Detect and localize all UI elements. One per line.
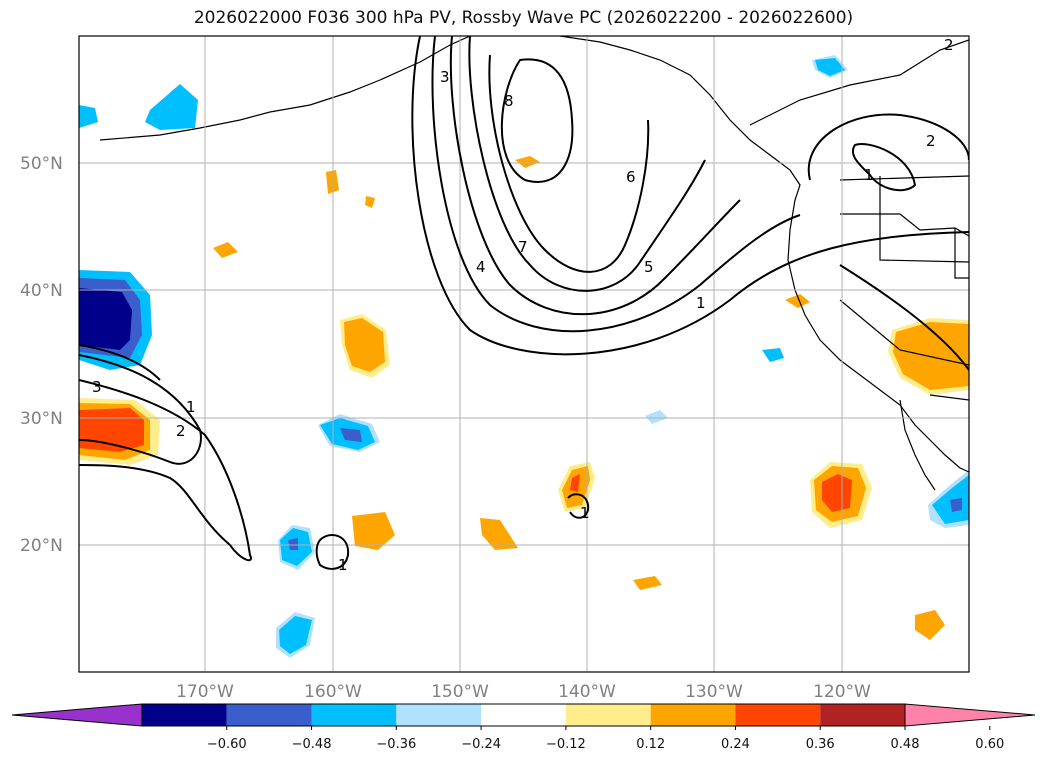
contour-label: 2 — [944, 36, 954, 54]
contour-label-group: 8 3 6 7 4 5 1 2 3 1 2 1 1 2 1 — [92, 36, 954, 574]
lat-label: 20°N — [20, 536, 63, 556]
colorbar-segment — [481, 704, 566, 726]
colorbar-tick-label: −0.48 — [292, 737, 332, 752]
colorbar-segment — [142, 704, 227, 726]
colorbar-segment — [565, 704, 651, 726]
colorbar-tick-label: −0.12 — [546, 737, 586, 752]
contour-label: 1 — [186, 398, 196, 416]
contour-label: 2 — [926, 132, 936, 150]
colorbar-tick-label: 0.12 — [636, 737, 665, 752]
lon-label: 150°W — [431, 682, 489, 702]
lon-label: 120°W — [813, 682, 871, 702]
graticule — [79, 36, 969, 672]
contour-label: 1 — [696, 294, 706, 312]
rw-contours — [79, 36, 969, 570]
contour-label: 2 — [176, 422, 186, 440]
colorbar-extend-low — [11, 703, 143, 727]
colorbar-segment — [735, 704, 821, 726]
lat-label: 30°N — [20, 409, 63, 429]
contour-label: 5 — [644, 258, 654, 276]
contour-label: 8 — [504, 92, 514, 110]
colorbar-frame — [141, 703, 906, 727]
lat-label: 40°N — [20, 281, 63, 301]
colorbar-tick-label: 0.48 — [891, 737, 920, 752]
lat-labels: 50°N 40°N 30°N 20°N — [20, 154, 63, 556]
colorbar-segment — [311, 704, 397, 726]
pv-shading — [79, 55, 969, 658]
lon-label: 130°W — [685, 682, 743, 702]
colorbar-tick-label: −0.24 — [461, 737, 501, 752]
colorbar-tick-label: 0.36 — [806, 737, 835, 752]
contour-label: 4 — [476, 258, 486, 276]
contour-label: 6 — [626, 168, 636, 186]
colorbar-tick-label: 0.60 — [975, 737, 1004, 752]
map-content: 8 3 6 7 4 5 1 2 3 1 2 1 1 2 1 — [79, 36, 969, 672]
colorbar-segment — [820, 704, 905, 726]
contour-label: 1 — [338, 556, 348, 574]
colorbar-tick-label: −0.36 — [376, 737, 416, 752]
colorbar-tick-label: 0.24 — [721, 737, 750, 752]
contour-label: 3 — [92, 378, 102, 396]
contour-label: 1 — [864, 166, 874, 184]
colorbar-segment — [396, 704, 482, 726]
lat-label: 50°N — [20, 154, 63, 174]
map-frame — [78, 35, 970, 673]
colorbar: −0.60 −0.48 −0.36 −0.24 −0.12 0.12 0.24 0.36 0.4… — [11, 703, 1036, 752]
lon-label: 160°W — [304, 682, 362, 702]
coastlines — [99, 36, 969, 491]
neg-anomaly-north-1 — [145, 84, 198, 130]
lon-label: 170°W — [176, 682, 234, 702]
colorbar-segment — [650, 704, 736, 726]
colorbar-tick-label: −0.60 — [207, 737, 247, 752]
colorbar-segment — [226, 704, 312, 726]
contour-label: 3 — [440, 68, 450, 86]
colorbar-extend-high — [904, 703, 1036, 727]
map-background — [79, 36, 969, 672]
chart-title: 2026022000 F036 300 hPa PV, Rossby Wave … — [193, 8, 854, 28]
contour-label: 7 — [518, 238, 528, 256]
lon-labels: 170°W 160°W 150°W 140°W 130°W 120°W — [176, 682, 871, 702]
lon-label: 140°W — [558, 682, 616, 702]
contour-label: 1 — [580, 504, 590, 522]
